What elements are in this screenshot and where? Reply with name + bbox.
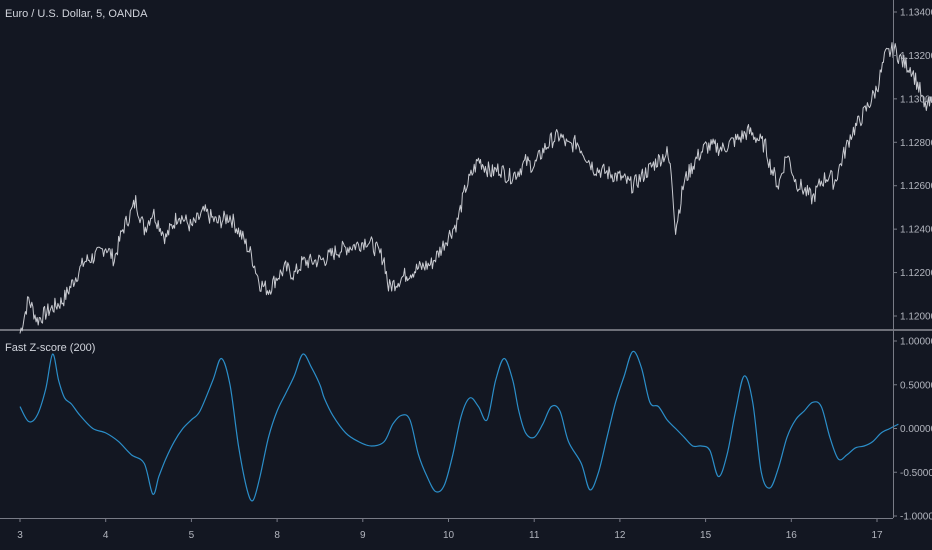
x-tick-label: 8 [274,530,280,541]
price-chart-title: Euro / U.S. Dollar, 5, OANDA [5,8,148,20]
price-y-tick-label: 1.13400 [900,8,932,19]
x-tick-label: 16 [786,530,798,541]
price-y-tick-label: 1.12600 [900,181,932,192]
zscore-chart-title: Fast Z-score (200) [5,342,95,354]
price-y-tick-label: 1.12800 [900,138,932,149]
x-tick-label: 4 [103,530,109,541]
zscore-series-line [19,350,899,502]
x-tick-label: 5 [189,530,195,541]
x-tick-label: 15 [700,530,712,541]
x-tick-label: 12 [614,530,626,541]
price-y-tick-label: 1.13000 [900,94,932,105]
x-tick-label: 17 [871,530,883,541]
x-tick-label: 9 [360,530,366,541]
overlay: Euro / U.S. Dollar, 5, OANDA Fast Z-scor… [5,8,148,354]
price-y-tick-label: 1.12000 [900,312,932,323]
x-tick-label: 11 [529,530,540,541]
price-y-tick-label: 1.13200 [900,51,932,62]
price-y-tick-label: 1.12400 [900,225,932,236]
x-tick-label: 3 [17,530,23,541]
x-tick-label: 10 [443,530,455,541]
price-series-line [19,42,932,334]
price-y-tick-label: 1.12200 [900,268,932,279]
price-pane: 1.13400 1.13200 1.13000 1.12800 1.12600 1.124… [19,8,932,334]
